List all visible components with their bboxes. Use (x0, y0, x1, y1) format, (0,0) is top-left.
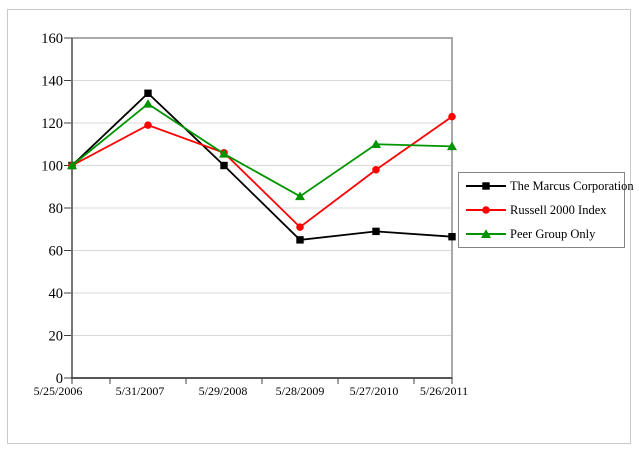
marker-square-the-marcus-corporation (448, 232, 456, 241)
marker-triangle-peer-group-only (67, 160, 77, 170)
x-axis-tick-label: 5/25/2006 (34, 384, 83, 398)
legend: The Marcus Corporation Russell 2000 Inde… (458, 172, 634, 248)
y-axis-tick-label: 100 (41, 159, 63, 175)
marker-triangle-peer-group-only (447, 141, 457, 151)
marker-square-the-marcus-corporation (220, 161, 228, 170)
marker-square-the-marcus-corporation (296, 236, 304, 244)
y-axis-tick-label: 80 (49, 201, 64, 217)
marker-triangle-peer-group-only (143, 99, 153, 108)
x-axis-tick-label: 5/28/2009 (276, 384, 325, 398)
x-axis-tick-label: 5/31/2007 (116, 384, 165, 398)
series-line-peer-group-only (71, 102, 453, 198)
y-axis-tick-label: 160 (41, 31, 63, 47)
y-axis-tick-label: 140 (41, 74, 63, 90)
y-axis-tick-label: 40 (49, 286, 64, 302)
y-axis-tick-label: 0 (56, 371, 63, 387)
y-axis-tick-label: 120 (41, 116, 63, 132)
legend-entry-marcus: The Marcus Corporation (466, 174, 634, 198)
legend-swatch-triangle-icon (466, 229, 506, 238)
series-line-russell-2000-index (71, 115, 453, 229)
marker-square-the-marcus-corporation (372, 227, 380, 236)
x-axis-tick-label: 5/27/2010 (350, 384, 399, 398)
legend-entry-peer: Peer Group Only (466, 222, 624, 246)
marker-triangle-peer-group-only (295, 191, 305, 201)
series-line-the-marcus-corporation (71, 92, 453, 241)
legend-label: Russell 2000 Index (510, 202, 607, 217)
y-axis-tick-label: 20 (49, 329, 64, 345)
marker-triangle-peer-group-only (371, 139, 381, 149)
x-axis-tick-label: 5/26/2011 (420, 384, 468, 398)
marker-square-the-marcus-corporation (144, 89, 152, 97)
marker-circle-russell-2000-index (372, 165, 380, 174)
legend-label: Peer Group Only (510, 226, 596, 241)
legend-entry-russell: Russell 2000 Index (466, 198, 624, 222)
marker-circle-russell-2000-index (144, 121, 152, 129)
marker-circle-russell-2000-index (448, 112, 456, 121)
legend-swatch-circle-icon (466, 206, 506, 214)
x-axis-tick-label: 5/29/2008 (199, 384, 248, 398)
y-axis-tick-label: 60 (49, 244, 64, 260)
legend-label: The Marcus Corporation (510, 178, 634, 193)
marker-circle-russell-2000-index (296, 223, 304, 231)
marker-triangle-peer-group-only (219, 149, 229, 158)
legend-swatch-square-icon (466, 182, 506, 190)
